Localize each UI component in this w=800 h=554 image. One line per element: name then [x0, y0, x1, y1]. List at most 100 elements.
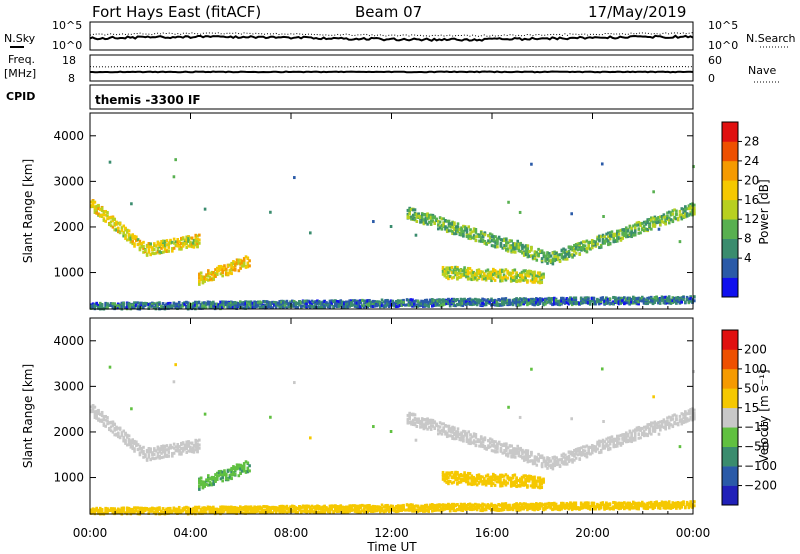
power-cell — [219, 267, 223, 271]
power-cell — [181, 237, 185, 241]
power-cell — [470, 269, 474, 273]
power-cell — [181, 302, 185, 306]
velocity-cell — [519, 446, 522, 450]
velocity-cell — [437, 432, 440, 436]
power-cell — [508, 303, 511, 307]
power-cell — [100, 209, 104, 213]
velocity-cell — [500, 475, 504, 479]
velocity-cell — [537, 457, 540, 461]
power-cell — [608, 232, 612, 236]
velocity-cell — [564, 453, 567, 457]
power-cell — [224, 272, 228, 276]
power-cell — [499, 268, 502, 272]
power-cell — [456, 303, 459, 307]
velocity-cell — [499, 448, 503, 452]
power-cell — [447, 219, 451, 223]
velocity-cell — [673, 413, 676, 417]
power-cell — [362, 303, 366, 307]
power-cell — [547, 255, 551, 259]
power-cell — [590, 299, 594, 303]
power-cell — [685, 207, 689, 211]
power-cell — [633, 228, 637, 232]
velocity-cell — [693, 411, 696, 415]
power-cell — [221, 306, 224, 310]
velocity-cell — [547, 464, 551, 468]
velocity-cell — [657, 425, 660, 429]
power-cell — [529, 301, 533, 305]
power-panel-frame — [89, 112, 694, 310]
power-cell — [221, 270, 224, 274]
velocity-cell — [526, 455, 530, 459]
velocity-cell — [142, 452, 145, 456]
velocity-cell — [136, 443, 140, 447]
power-cell — [436, 302, 439, 306]
velocity-cell — [574, 451, 578, 455]
power-cell — [161, 305, 165, 309]
power-cell — [582, 240, 585, 244]
power-cell — [574, 246, 578, 250]
velocity-cell — [513, 483, 517, 487]
power-cell — [133, 306, 136, 310]
power-cell — [453, 228, 456, 232]
power-cell — [428, 213, 431, 217]
power-cell — [551, 262, 555, 266]
power-cell — [423, 303, 427, 307]
power-cell — [210, 277, 214, 281]
velocity-cell — [196, 444, 199, 448]
power-cell — [472, 234, 476, 238]
power-cell — [601, 241, 605, 245]
power-cell — [467, 225, 471, 229]
power-cell — [563, 301, 567, 305]
power-cell — [495, 303, 499, 307]
velocity-cell — [590, 448, 594, 452]
velocity-cell — [230, 469, 233, 473]
velocity-cell — [481, 443, 485, 447]
velocity-cell — [513, 447, 517, 451]
power-cell — [576, 248, 580, 252]
power-cell — [118, 305, 122, 309]
velocity-cell — [485, 446, 488, 450]
power-cell — [644, 298, 648, 302]
power-cell — [529, 269, 533, 273]
velocity-cell — [680, 412, 684, 416]
power-cell — [617, 296, 621, 300]
velocity-cell — [619, 443, 623, 447]
power-cell — [278, 301, 282, 305]
velocity-cell — [486, 473, 490, 477]
velocity-cell — [499, 446, 503, 450]
velocity-cell — [637, 432, 641, 436]
velocity-cell — [642, 425, 646, 429]
power-cell — [233, 303, 237, 307]
velocity-cell — [199, 476, 203, 480]
power-cell — [602, 214, 605, 218]
power-cell — [626, 297, 630, 301]
power-cell — [508, 246, 512, 250]
velocity-cell — [650, 423, 653, 427]
velocity-cell — [685, 412, 689, 416]
velocity-cell — [560, 457, 564, 461]
velocity-cell — [221, 473, 224, 477]
power-cell — [267, 301, 271, 305]
velocity-cell — [621, 433, 624, 437]
power-cell — [515, 301, 518, 305]
power-cell — [131, 242, 135, 246]
power-cell — [660, 214, 664, 218]
power-cell — [449, 225, 453, 229]
power-cell — [108, 216, 111, 220]
velocity-cell — [189, 447, 192, 451]
velocity-cell — [531, 482, 535, 486]
power-cell — [244, 265, 248, 269]
power-cell — [601, 233, 605, 237]
velocity-cell — [530, 451, 533, 455]
power-cell — [438, 303, 441, 307]
velocity-cell — [678, 414, 682, 418]
power-cell — [572, 301, 576, 305]
velocity-cell — [479, 444, 483, 448]
power-cell — [235, 301, 238, 305]
velocity-cell — [484, 474, 488, 478]
power-cell — [204, 302, 208, 306]
velocity-cell — [669, 416, 673, 420]
velocity-cell — [442, 426, 445, 430]
power-cell — [165, 239, 169, 243]
power-cell — [232, 265, 235, 269]
